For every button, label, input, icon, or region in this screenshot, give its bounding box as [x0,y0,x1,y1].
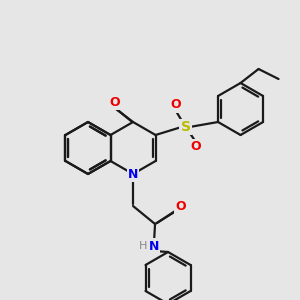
Text: N: N [149,239,159,253]
Text: O: O [176,200,186,212]
Text: O: O [110,95,120,109]
Text: O: O [190,140,201,154]
Text: H: H [139,241,147,251]
Text: O: O [170,98,181,112]
Text: S: S [181,120,190,134]
Text: N: N [128,167,138,181]
